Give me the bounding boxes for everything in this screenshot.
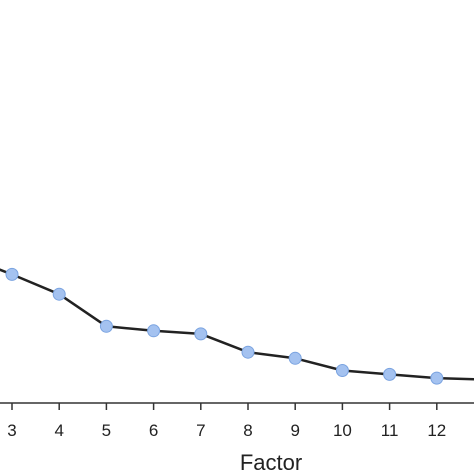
x-tick-label-11: 11: [381, 421, 399, 440]
data-point-7: [194, 327, 208, 341]
series-markers: [5, 267, 444, 385]
data-point-3: [5, 267, 19, 281]
data-point-10: [335, 364, 349, 377]
data-point-12: [430, 371, 444, 385]
data-point-5: [99, 319, 113, 333]
x-tick-label-10: 10: [333, 421, 352, 440]
x-tick-label-6: 6: [149, 421, 158, 440]
x-axis-tick-labels: 3 4 5 6 7 8 9 10 11 12: [7, 421, 446, 440]
x-tick-label-7: 7: [196, 421, 205, 440]
data-point-8: [241, 345, 255, 359]
x-axis-label: Factor: [240, 450, 302, 474]
x-axis-ticks: [11, 403, 438, 410]
series-line: [0, 268, 474, 381]
x-tick-label-8: 8: [243, 421, 252, 440]
data-point-9: [288, 351, 302, 365]
x-tick-label-12: 12: [427, 421, 446, 440]
data-point-6: [147, 324, 161, 338]
x-tick-label-3: 3: [7, 421, 16, 440]
data-point-4: [52, 287, 66, 301]
x-tick-label-5: 5: [102, 421, 111, 440]
x-tick-label-9: 9: [290, 421, 299, 440]
x-tick-label-4: 4: [54, 421, 63, 440]
data-point-11: [383, 367, 397, 381]
